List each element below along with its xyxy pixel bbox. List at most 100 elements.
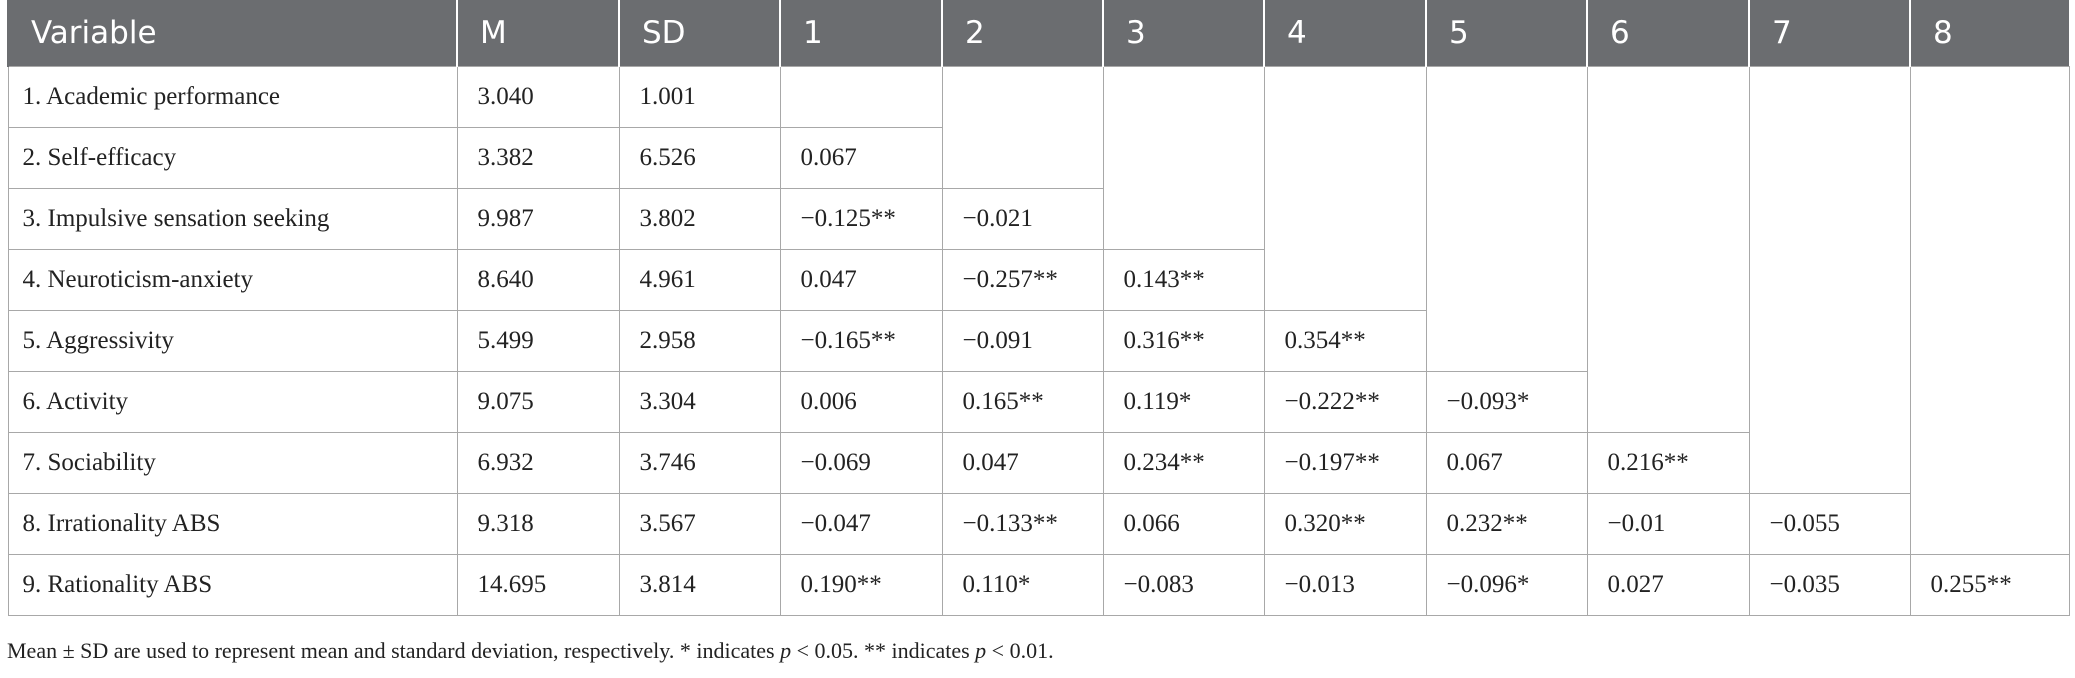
value-cell: 0.027 [1586, 554, 1750, 616]
table-body: 1. Academic performance 3.040 1.001 2. Self… [7, 66, 2070, 616]
correlation-table: Variable M SD 1 2 3 4 5 6 7 8 1. Academic performa… [7, 0, 2070, 616]
header-cell: 6 [1586, 0, 1749, 67]
value-cell: 3.567 [618, 493, 781, 555]
variable-cell: 2. Self-efficacy [7, 127, 458, 189]
footnote: Mean ± SD are used to represent mean and… [7, 638, 1054, 664]
blank-cell [1909, 66, 2070, 555]
value-cell: 0.255** [1909, 554, 2070, 616]
blank-cell [941, 66, 1104, 189]
variable-cell: 1. Academic performance [7, 66, 458, 128]
value-cell: −0.133** [941, 493, 1104, 555]
value-cell: 3.802 [618, 188, 781, 250]
value-cell: 3.040 [456, 66, 620, 128]
value-cell: 0.354** [1263, 310, 1427, 372]
table-row: 6. Activity 9.075 3.304 0.006 0.165** 0.119* −… [7, 371, 2069, 433]
footnote-part: < 0.05. ** indicates [791, 638, 976, 663]
value-cell: 0.066 [1102, 493, 1265, 555]
value-cell: −0.021 [941, 188, 1104, 250]
blank-cell [1263, 66, 1427, 311]
value-cell: −0.096* [1425, 554, 1588, 616]
variable-cell: 6. Activity [7, 371, 458, 433]
value-cell: −0.165** [779, 310, 943, 372]
blank-cell [1748, 66, 1911, 494]
value-cell: 3.814 [618, 554, 781, 616]
header-cell: 2 [941, 0, 1103, 67]
value-cell: −0.257** [941, 249, 1104, 311]
value-cell: 0.320** [1263, 493, 1427, 555]
value-cell: 0.165** [941, 371, 1104, 433]
value-cell: 1.001 [618, 66, 781, 128]
header-row: Variable M SD 1 2 3 4 5 6 7 8 [7, 0, 2069, 67]
value-cell: −0.125** [779, 188, 943, 250]
table-row: 9. Rationality ABS 14.695 3.814 0.190** 0.11… [7, 554, 2070, 616]
table-row: 3. Impulsive sensation seeking 9.987 3.802… [7, 188, 2069, 250]
value-cell: 8.640 [456, 249, 620, 311]
value-cell: 0.316** [1102, 310, 1265, 372]
value-cell: 3.304 [618, 371, 781, 433]
value-cell: −0.222** [1263, 371, 1427, 433]
value-cell: 4.961 [618, 249, 781, 311]
value-cell: −0.035 [1748, 554, 1911, 616]
variable-cell: 3. Impulsive sensation seeking [7, 188, 458, 250]
blank-cell [1586, 66, 1750, 433]
blank-cell [1102, 66, 1265, 250]
header-cell: SD [618, 0, 780, 67]
value-cell: 0.216** [1586, 432, 1750, 494]
value-cell: −0.197** [1263, 432, 1427, 494]
value-cell: 0.190** [779, 554, 943, 616]
value-cell: 3.746 [618, 432, 781, 494]
value-cell: −0.069 [779, 432, 943, 494]
variable-cell: 8. Irrationality ABS [7, 493, 458, 555]
header-cell: 7 [1748, 0, 1910, 67]
value-cell: 0.110* [941, 554, 1104, 616]
value-cell: −0.093* [1425, 371, 1588, 433]
header-cell: 1 [779, 0, 942, 67]
value-cell: 0.067 [779, 127, 943, 189]
value-cell: 0.143** [1102, 249, 1265, 311]
footnote-part: p [780, 638, 792, 663]
value-cell: 0.006 [779, 371, 943, 433]
footnote-part: Mean ± SD are used to represent mean and… [7, 638, 781, 663]
variable-cell: 4. Neuroticism-anxiety [7, 249, 458, 311]
value-cell: 9.318 [456, 493, 620, 555]
value-cell: −0.091 [941, 310, 1104, 372]
value-cell: −0.047 [779, 493, 943, 555]
value-cell: −0.013 [1263, 554, 1427, 616]
value-cell: −0.01 [1586, 493, 1750, 555]
table-row: 1. Academic performance 3.040 1.001 [7, 66, 2070, 555]
value-cell: 5.499 [456, 310, 620, 372]
variable-cell: 7. Sociability [7, 432, 458, 494]
header-cell: Variable [7, 0, 457, 67]
value-cell: 6.932 [456, 432, 620, 494]
value-cell: 14.695 [456, 554, 620, 616]
variable-cell: 5. Aggressivity [7, 310, 458, 372]
header-cell: 3 [1102, 0, 1264, 67]
table-row: 4. Neuroticism-anxiety 8.640 4.961 0.047 −0.… [7, 249, 2069, 311]
value-cell: −0.083 [1102, 554, 1265, 616]
value-cell: 3.382 [456, 127, 620, 189]
value-cell: 9.075 [456, 371, 620, 433]
value-cell: 0.232** [1425, 493, 1588, 555]
value-cell: 9.987 [456, 188, 620, 250]
table-row: 8. Irrationality ABS 9.318 3.567 −0.047 −0.1… [7, 493, 2069, 555]
blank-cell [1425, 66, 1588, 372]
value-cell: 0.234** [1102, 432, 1265, 494]
header-cell: 8 [1909, 0, 2069, 67]
header-cell: M [456, 0, 619, 67]
value-cell: 2.958 [618, 310, 781, 372]
table-row: 5. Aggressivity 5.499 2.958 −0.165** −0.091 0… [7, 310, 2069, 372]
footnote-part: p [975, 638, 987, 663]
header-cell: 5 [1425, 0, 1587, 67]
blank-cell [779, 66, 943, 128]
footnote-part: < 0.01. [986, 638, 1054, 663]
value-cell: 0.067 [1425, 432, 1588, 494]
value-cell: 0.119* [1102, 371, 1265, 433]
value-cell: −0.055 [1748, 493, 1911, 555]
table-row: 7. Sociability 6.932 3.746 −0.069 0.047 0.234… [7, 432, 2069, 494]
variable-cell: 9. Rationality ABS [7, 554, 458, 616]
value-cell: 0.047 [779, 249, 943, 311]
value-cell: 6.526 [618, 127, 781, 189]
header-cell: 4 [1263, 0, 1426, 67]
value-cell: 0.047 [941, 432, 1104, 494]
